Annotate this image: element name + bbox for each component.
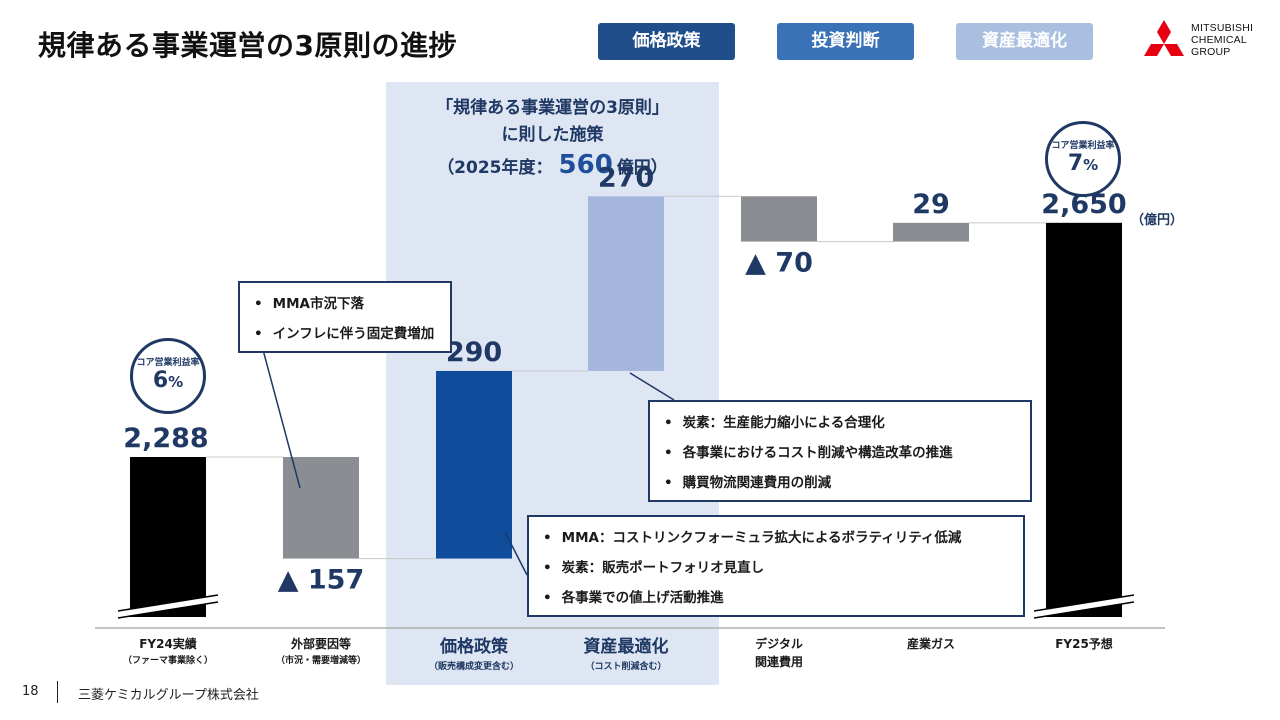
callout-item: インフレに伴う固定費増加 [240, 317, 450, 347]
bar-2 [436, 370, 512, 559]
band-title-line1: 「規律ある事業運営の3原則」 [436, 98, 669, 118]
axis-break-line [117, 594, 219, 612]
category-label: FY25予想 [1055, 636, 1113, 651]
callout-price-policy: MMA：コストリンクフォーミュラ拡大によるボラティリティ低減 炭素：販売ポートフ… [527, 515, 1025, 617]
leader-line [629, 372, 675, 401]
callout-asset-optimization: 炭素：生産能力縮小による合理化 各事業におけるコスト削減や構造改革の推進 購買物… [648, 400, 1032, 502]
leader-line [261, 345, 301, 489]
callout-item: MMA市況下落 [240, 287, 450, 317]
axis-break [1034, 595, 1134, 618]
category-sublabel: （コスト削減含む） [585, 660, 666, 672]
category-sublabel: 関連費用 [755, 654, 803, 669]
page-title: 規律ある事業運営の3原則の進捗 [38, 29, 457, 62]
value-label: 270 [598, 162, 654, 193]
mitsubishi-logo-icon [1144, 20, 1184, 56]
category-sublabel: （市況・需要増減等） [276, 654, 366, 666]
page-number: 18 [22, 684, 39, 699]
category-sublabel: （販売構成変更含む） [429, 660, 519, 672]
bar-3 [588, 196, 664, 371]
category-label: デジタル [755, 636, 803, 651]
callout-item: 各事業におけるコスト削減や構造改革の推進 [650, 436, 1030, 466]
margin-circle-fy25: コア営業利益率 7% [1045, 121, 1121, 197]
callout-item: MMA：コストリンクフォーミュラ拡大によるボラティリティ低減 [529, 521, 1023, 551]
bar-0 [130, 457, 206, 617]
axis-break [118, 595, 218, 618]
bar-5 [893, 222, 969, 242]
bar-1 [283, 457, 359, 559]
bar-6 [1046, 222, 1122, 617]
company-name: 三菱ケミカルグループ株式会社 [78, 688, 259, 703]
callout-external-factors: MMA市況下落 インフレに伴う固定費増加 [238, 281, 452, 353]
category-sublabel: （ファーマ事業除く） [123, 654, 213, 666]
axis-break-line [1033, 594, 1135, 612]
tag-asset-optimization: 資産最適化 [956, 23, 1093, 60]
unit-label: （億円） [1131, 212, 1183, 228]
value-label: 29 [912, 189, 950, 220]
value-label: ▲ 70 [745, 248, 813, 279]
tag-investment: 投資判断 [777, 23, 914, 60]
leader-line [504, 531, 528, 576]
bar-4 [741, 196, 817, 242]
margin-circle-fy24: コア営業利益率 6% [130, 338, 206, 414]
category-label: 産業ガス [907, 636, 955, 651]
category-label: FY24実績 [139, 636, 197, 651]
category-label: 資産最適化 [584, 636, 669, 657]
axis-break-line [117, 601, 219, 619]
callout-item: 炭素：生産能力縮小による合理化 [650, 406, 1030, 436]
category-label: 外部要因等 [291, 636, 351, 651]
callout-item: 各事業での値上げ活動推進 [529, 581, 1023, 611]
footer-divider [57, 681, 58, 703]
value-label: ▲ 157 [278, 565, 365, 596]
band-title-line2: に則した施策 [501, 125, 604, 145]
callout-item: 炭素：販売ポートフォリオ見直し [529, 551, 1023, 581]
callout-item: 購買物流関連費用の削減 [650, 466, 1030, 496]
value-label: 2,288 [123, 423, 208, 454]
logo-text: MITSUBISHI CHEMICAL GROUP [1191, 22, 1254, 58]
tag-price-policy: 価格政策 [598, 23, 735, 60]
value-label: 290 [446, 337, 502, 368]
axis-break-line [1033, 601, 1135, 619]
band-total: （2025年度： 560 億円） [437, 150, 668, 180]
category-label: 価格政策 [439, 636, 509, 657]
